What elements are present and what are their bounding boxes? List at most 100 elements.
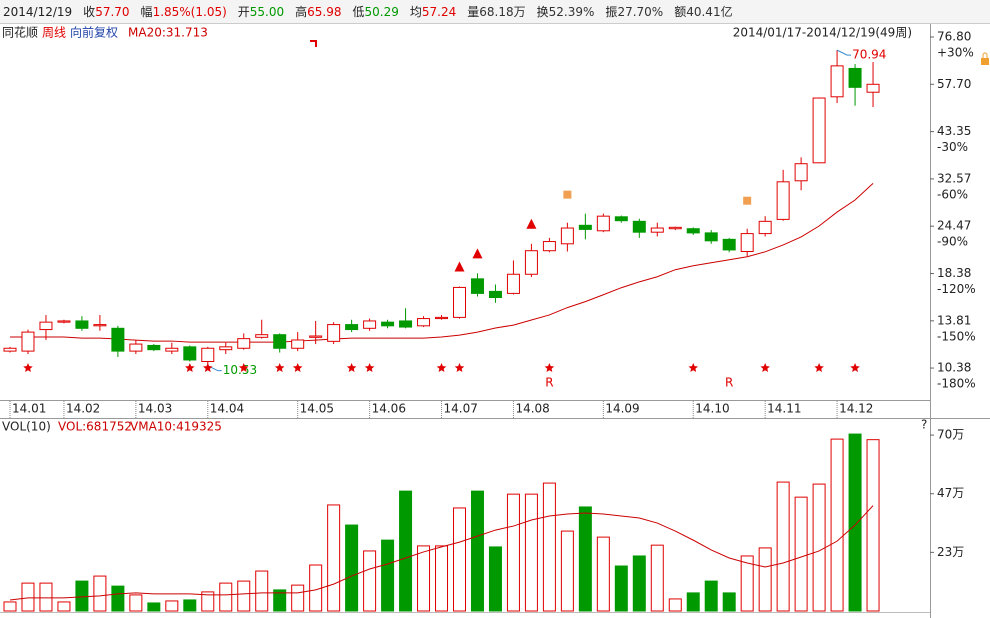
x-tick-label: 14.02 (66, 402, 100, 416)
y-tick-label: 76.80 (937, 29, 971, 43)
x-tick-label: 14.11 (767, 402, 801, 416)
candle-body (201, 347, 215, 362)
candle-body (614, 216, 628, 222)
candle-body (75, 320, 89, 329)
candle-body (668, 226, 682, 230)
candle-body (255, 334, 269, 338)
signal-star (23, 363, 33, 373)
signal-square (563, 190, 572, 199)
x-tick-label: 14.03 (138, 402, 172, 416)
signal-star (346, 363, 357, 373)
candle-body (363, 320, 377, 329)
signal-star (238, 363, 249, 373)
signal-label: R (545, 376, 553, 390)
x-tick-label: 14.09 (605, 402, 639, 416)
volume-bar (165, 600, 179, 612)
candle-body (560, 227, 574, 245)
candle-body (273, 334, 287, 349)
volume-bar (830, 438, 844, 612)
y-tick-label: 23万 (937, 545, 964, 559)
volume-bar (488, 546, 502, 612)
volume-bar (524, 493, 538, 612)
info-item: 开55.00 (238, 3, 284, 20)
candle-body (417, 318, 431, 327)
candle-body (57, 320, 71, 323)
leader (836, 49, 852, 56)
info-value: 57.70 (95, 5, 130, 19)
info-label: 高 (295, 5, 308, 19)
volume-bar (848, 433, 862, 612)
signal-star (203, 363, 213, 373)
volume-bar (201, 591, 215, 612)
volume-bar (794, 496, 808, 612)
candle-body (830, 65, 844, 98)
volume-bar (812, 483, 826, 612)
candle-body (39, 321, 53, 331)
candle-body (812, 97, 826, 164)
info-value: 55.00 (249, 5, 285, 19)
signal-star (436, 363, 447, 373)
candle-body (848, 67, 862, 88)
volume-bar (578, 506, 592, 612)
low-label: 10.53 (223, 363, 257, 377)
candle-body (506, 273, 520, 294)
candle-body (21, 331, 35, 352)
volume-bar (255, 570, 269, 612)
adjust: 向前复权 (70, 25, 118, 40)
signal-triangle (472, 248, 483, 259)
volume-bar (453, 507, 466, 612)
signal-square (743, 196, 752, 205)
signal-label: R (725, 376, 733, 390)
range-label: 2014/01/17-2014/12/19(49周) (733, 26, 912, 40)
candle-body (866, 83, 880, 93)
candle-body (219, 346, 233, 351)
info-label: 低 (352, 5, 365, 19)
date: 2014/12/19 (3, 4, 73, 19)
signal-star (454, 363, 465, 373)
candle-body (758, 220, 772, 235)
info-label: 收 (83, 5, 96, 19)
info-value: 68.18万 (479, 5, 526, 19)
candle-body (291, 339, 305, 349)
candle-body (147, 344, 161, 351)
volume-bar (542, 482, 556, 612)
volume-bar (560, 530, 574, 612)
volume-bar (39, 582, 53, 612)
info-value: 27.70% (617, 5, 664, 19)
ratio-label: -180% (937, 377, 976, 391)
y-tick-label: 70万 (937, 428, 964, 442)
signal-star (185, 363, 195, 373)
volume-bar (183, 599, 197, 612)
y-tick-label: 10.38 (937, 361, 971, 375)
candle-body (237, 338, 251, 349)
signal-star (814, 363, 824, 373)
candle-body (524, 250, 538, 275)
info-item: 换52.39% (537, 3, 595, 20)
info-value: 1.85%(1.05) (152, 5, 227, 19)
ratio-label: +30% (937, 45, 974, 59)
volume-bar (435, 545, 449, 612)
volume-bar (470, 490, 484, 612)
info-label: 额 (674, 5, 687, 19)
volume-bar (596, 536, 610, 612)
volume-bar (129, 594, 143, 612)
volume-bar (650, 544, 664, 612)
info-item: 额40.41亿 (674, 3, 732, 20)
period: 周线 (42, 26, 66, 40)
info-value: 57.24 (421, 5, 457, 19)
signal-triangle (454, 261, 465, 272)
signal-star (364, 363, 375, 373)
volume-bar (57, 601, 71, 612)
x-tick-label: 14.05 (300, 402, 334, 416)
signal-star (760, 363, 770, 373)
volume-bar (147, 602, 161, 612)
signal-star (274, 363, 285, 373)
candle-body (704, 232, 718, 242)
volume-bar (273, 589, 287, 612)
ratio-label: -120% (937, 282, 976, 296)
y-tick-label: 57.70 (937, 77, 971, 91)
candle-body (183, 346, 197, 361)
volume-bar (866, 439, 880, 612)
